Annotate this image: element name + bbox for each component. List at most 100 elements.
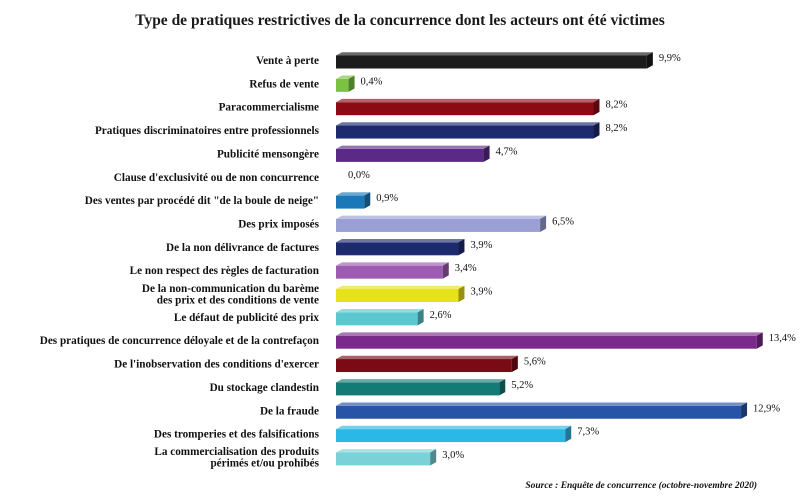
bar-top-face bbox=[336, 402, 748, 406]
bar-side-face bbox=[540, 215, 547, 232]
bar-4 bbox=[336, 122, 600, 139]
bar-front-face bbox=[336, 102, 594, 116]
category-label: Le défaut de publicité des prix bbox=[174, 312, 320, 324]
category-label: Des tromperies et des falsifications bbox=[154, 429, 320, 441]
category-label: Des ventes par procédé dit "de la boule … bbox=[85, 195, 319, 207]
value-label: 0,9% bbox=[376, 193, 398, 204]
bar-side-face bbox=[593, 98, 600, 116]
bar-top-face bbox=[336, 215, 547, 219]
value-label: 12,9% bbox=[753, 403, 780, 414]
bar-8 bbox=[336, 215, 547, 232]
value-label: 5,2% bbox=[511, 380, 533, 391]
bar-front-face bbox=[336, 218, 541, 232]
category-label: Publicité mensongère bbox=[217, 148, 319, 160]
bar-side-face bbox=[565, 425, 572, 443]
bar-top-face bbox=[336, 379, 506, 383]
bar-front-face bbox=[336, 382, 500, 396]
bar-side-face bbox=[593, 122, 600, 139]
bar-side-face bbox=[458, 239, 465, 256]
category-label: De l'inobservation des conditions d'exer… bbox=[114, 359, 319, 371]
bars-layer bbox=[336, 52, 763, 466]
bar-front-face bbox=[336, 429, 566, 443]
bar-15 bbox=[336, 379, 506, 396]
bar-9 bbox=[336, 239, 465, 256]
value-label: 3,0% bbox=[442, 450, 464, 461]
bar-top-face bbox=[336, 285, 465, 289]
category-label: Du stockage clandestin bbox=[210, 382, 320, 394]
category-label: De la non-communication du barème des pri… bbox=[142, 283, 319, 307]
bar-top-face bbox=[336, 332, 763, 336]
bar-front-face bbox=[336, 452, 431, 466]
bar-front-face bbox=[336, 78, 349, 92]
bar-top-face bbox=[336, 355, 518, 360]
bar-front-face bbox=[336, 242, 459, 256]
bar-front-face bbox=[336, 265, 443, 279]
bar-16 bbox=[336, 402, 748, 419]
category-label: Des pratiques de concurrence déloyale et… bbox=[40, 335, 320, 347]
bar-3 bbox=[336, 98, 600, 116]
bar-side-face bbox=[511, 355, 518, 373]
value-label: 3,9% bbox=[470, 240, 492, 251]
value-label: 13,4% bbox=[769, 333, 796, 344]
bar-13 bbox=[336, 332, 763, 349]
chart-source: Source : Enquête de concurrence (octobre… bbox=[525, 480, 757, 491]
category-label: De la non délivrance de factures bbox=[166, 242, 320, 254]
bar-side-face bbox=[430, 449, 437, 466]
category-label: Clause d'exclusivité ou de non concurren… bbox=[114, 172, 319, 184]
bar-top-face bbox=[336, 425, 572, 430]
value-label: 9,9% bbox=[659, 53, 681, 64]
value-label: 0,4% bbox=[361, 76, 383, 87]
category-label: La commercialisation des produits périmés… bbox=[154, 446, 319, 470]
bar-12 bbox=[336, 309, 424, 326]
category-labels: Vente à perte Refus de vente Paracommercia… bbox=[40, 55, 320, 470]
bar-side-face bbox=[646, 52, 653, 69]
bar-side-face bbox=[364, 192, 371, 209]
bar-top-face bbox=[336, 262, 449, 266]
bar-front-face bbox=[336, 55, 647, 69]
bar-11 bbox=[336, 285, 465, 302]
bar-side-face bbox=[458, 285, 465, 302]
bar-top-face bbox=[336, 98, 600, 103]
bar-top-face bbox=[336, 75, 355, 79]
bar-2 bbox=[336, 75, 355, 92]
value-label: 6,5% bbox=[552, 216, 574, 227]
bar-top-face bbox=[336, 192, 371, 196]
bar-7 bbox=[336, 192, 371, 209]
category-label: Vente à perte bbox=[256, 55, 319, 67]
bar-top-face bbox=[336, 52, 653, 56]
bar-top-face bbox=[336, 309, 424, 313]
value-label: 0,0% bbox=[348, 170, 370, 181]
bar-top-face bbox=[336, 145, 490, 149]
bar-side-face bbox=[348, 75, 355, 92]
bar-front-face bbox=[336, 148, 484, 162]
bar-1 bbox=[336, 52, 653, 69]
category-label: Des prix imposés bbox=[238, 218, 319, 230]
bar-5 bbox=[336, 145, 490, 162]
value-labels: 9,9% 0,4% 8,2% 8,2% 4,7% 0,0% 0,9% 6,5% 3,9% 3,4%… bbox=[348, 53, 796, 461]
bar-17 bbox=[336, 425, 572, 443]
category-label: Refus de vente bbox=[249, 78, 319, 90]
value-label: 2,6% bbox=[430, 310, 452, 321]
bar-side-face bbox=[483, 145, 490, 162]
category-label: Paracommercialisme bbox=[219, 102, 319, 114]
bar-side-face bbox=[442, 262, 449, 279]
category-label: Le non respect des règles de facturation bbox=[130, 265, 320, 277]
bar-front-face bbox=[336, 125, 594, 139]
bar-10 bbox=[336, 262, 449, 279]
category-label: Pratiques discriminatoires entre profess… bbox=[95, 125, 320, 137]
bar-front-face bbox=[336, 335, 757, 349]
value-label: 8,2% bbox=[605, 100, 627, 111]
bar-front-face bbox=[336, 359, 512, 373]
chart-title: Type de pratiques restrictives de la con… bbox=[135, 12, 664, 29]
bar-top-face bbox=[336, 449, 437, 453]
bar-front-face bbox=[336, 405, 742, 419]
bar-front-face bbox=[336, 195, 365, 209]
bar-side-face bbox=[741, 402, 748, 419]
category-label: De la fraude bbox=[260, 405, 319, 417]
bar-side-face bbox=[417, 309, 424, 326]
value-label: 7,3% bbox=[577, 427, 599, 438]
bar-top-face bbox=[336, 122, 600, 126]
bar-front-face bbox=[336, 289, 459, 302]
